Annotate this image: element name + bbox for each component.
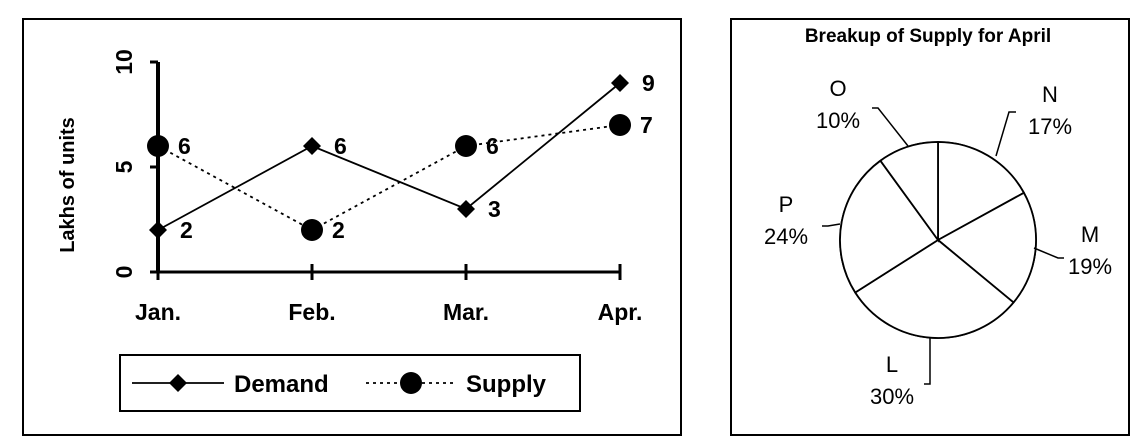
april-supply-pie-chart: Breakup of Supply for April N 17% M 19% L 30%… (764, 26, 1112, 409)
demand-point (611, 74, 629, 92)
supply-data-label: 7 (640, 112, 653, 138)
line-chart-panel: Lakhs of units 0 5 10 Jan. Feb. Mar. Apr. 2 6 3 9 6… (22, 18, 682, 436)
pie-leader-line (1033, 247, 1064, 259)
y-axis-label: Lakhs of units (57, 117, 79, 253)
legend-supply-label: Supply (466, 371, 547, 398)
pie-leader-line (995, 111, 1016, 157)
pie-leader-line (872, 107, 909, 147)
pie-chart-panel: Breakup of Supply for April N 17% M 19% L 30%… (730, 18, 1130, 436)
supply-data-label: 2 (332, 217, 345, 243)
pie-slice (879, 141, 939, 243)
demand-data-label: 3 (488, 196, 501, 222)
pie-slice-percent: 19% (1068, 254, 1112, 279)
pie-slice-name: L (886, 352, 898, 377)
demand-point (303, 137, 321, 155)
y-tick-label: 10 (111, 49, 137, 75)
supply-point (609, 114, 631, 136)
pie-slice-name: P (779, 192, 794, 217)
pie-leader-line (822, 223, 841, 227)
supply-point (301, 219, 323, 241)
pie-slice-name: M (1081, 222, 1099, 247)
pie-slice (839, 159, 940, 294)
pie-slice-percent: 10% (816, 108, 860, 133)
y-tick-label: 0 (111, 266, 137, 279)
x-tick-label: Mar. (443, 299, 489, 325)
pie-slice-percent: 30% (870, 384, 914, 409)
x-tick-label: Apr. (598, 299, 643, 325)
pie-slice (854, 238, 1015, 339)
pie-title: Breakup of Supply for April (805, 26, 1051, 47)
supply-series-line (157, 124, 621, 232)
supply-point (455, 135, 477, 157)
demand-supply-line-chart: Lakhs of units 0 5 10 Jan. Feb. Mar. Apr. 2 6 3 9 6… (57, 49, 655, 412)
demand-data-label: 9 (642, 70, 655, 96)
supply-data-label: 6 (486, 133, 499, 159)
pie-slice-percent: 17% (1028, 114, 1072, 139)
demand-point (457, 200, 475, 218)
demand-series-line (157, 82, 621, 231)
demand-data-label: 2 (180, 217, 193, 243)
pie-leader-line (924, 338, 931, 385)
y-tick-label: 5 (111, 160, 137, 173)
legend-demand-marker (169, 374, 187, 392)
legend-demand-label: Demand (234, 371, 329, 398)
supply-data-label: 6 (178, 133, 191, 159)
x-tick-label: Feb. (288, 299, 335, 325)
x-tick-label: Jan. (135, 299, 181, 325)
pie-slice-name: O (829, 76, 846, 101)
demand-point (149, 221, 167, 239)
legend-supply-marker (400, 372, 422, 394)
demand-data-label: 6 (334, 133, 347, 159)
pie-slice-name: N (1042, 82, 1058, 107)
pie-slice-percent: 24% (764, 224, 808, 249)
pie-slice (937, 141, 1026, 242)
supply-point (147, 135, 169, 157)
